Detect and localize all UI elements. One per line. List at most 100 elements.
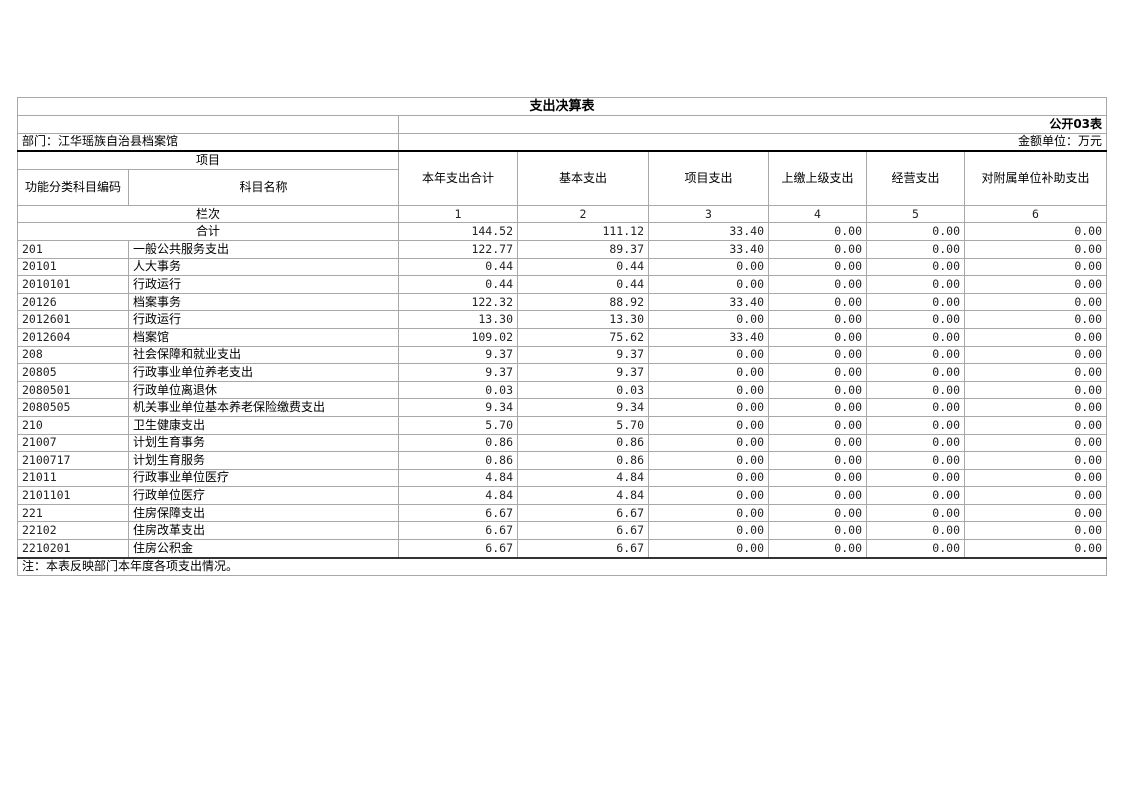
table-row: 210 卫生健康支出 5.70 5.70 0.00 0.00 0.00 0.00 <box>17 415 1108 435</box>
row-value: 0.00 <box>866 433 965 453</box>
row-value: 6.67 <box>517 521 649 541</box>
row-value: 4.84 <box>517 486 649 505</box>
total-value: 144.52 <box>398 222 518 241</box>
row-value: 33.40 <box>648 327 769 347</box>
row-value: 0.44 <box>517 257 649 277</box>
row-value: 4.84 <box>398 468 518 488</box>
row-value: 6.67 <box>517 503 649 523</box>
table-row: 201 一般公共服务支出 122.77 89.37 33.40 0.00 0.00 0.00 <box>17 239 1108 259</box>
row-name: 住房保障支出 <box>128 503 399 523</box>
row-value: 9.34 <box>517 398 649 417</box>
total-value: 0.00 <box>866 222 965 241</box>
column-number: 3 <box>648 204 769 224</box>
row-value: 122.32 <box>398 292 518 312</box>
row-value: 0.44 <box>398 257 518 277</box>
row-value: 0.00 <box>866 257 965 277</box>
column-number: 4 <box>768 204 867 224</box>
row-value: 0.00 <box>866 398 965 417</box>
row-value: 0.00 <box>866 451 965 470</box>
row-value: 0.00 <box>963 433 1108 453</box>
row-name: 社会保障和就业支出 <box>128 345 399 365</box>
row-code: 2080501 <box>17 380 129 400</box>
row-value: 5.70 <box>398 415 518 435</box>
row-value: 0.00 <box>648 415 769 435</box>
total-value: 0.00 <box>768 222 867 241</box>
header-code: 功能分类科目编码 <box>17 168 129 206</box>
row-value: 0.86 <box>517 451 649 470</box>
row-value: 0.00 <box>648 275 769 294</box>
row-name: 行政运行 <box>128 310 399 329</box>
column-number: 6 <box>963 204 1108 224</box>
table-row: 2100717 计划生育服务 0.86 0.86 0.00 0.00 0.00 0.00 <box>17 451 1108 470</box>
row-value: 0.00 <box>648 257 769 277</box>
row-value: 5.70 <box>517 415 649 435</box>
table-row: 22102 住房改革支出 6.67 6.67 0.00 0.00 0.00 0.00 <box>17 521 1108 541</box>
row-code: 2100717 <box>17 451 129 470</box>
row-code: 2010101 <box>17 275 129 294</box>
row-name: 住房改革支出 <box>128 521 399 541</box>
row-value: 33.40 <box>648 292 769 312</box>
row-code: 208 <box>17 345 129 365</box>
row-value: 0.00 <box>768 521 867 541</box>
header-col-3: 项目支出 <box>648 150 769 206</box>
row-value: 0.00 <box>648 345 769 365</box>
table-row: 20805 行政事业单位养老支出 9.37 9.37 0.00 0.00 0.00 0.00 <box>17 363 1108 382</box>
row-value: 0.00 <box>963 503 1108 523</box>
row-value: 0.00 <box>866 486 965 505</box>
header-col-4: 上缴上级支出 <box>768 150 867 206</box>
row-value: 0.03 <box>517 380 649 400</box>
row-name: 机关事业单位基本养老保险缴费支出 <box>128 398 399 417</box>
row-value: 0.00 <box>648 380 769 400</box>
row-value: 0.00 <box>648 451 769 470</box>
row-value: 0.00 <box>963 451 1108 470</box>
row-value: 0.00 <box>768 539 867 559</box>
table-row: 2101101 行政单位医疗 4.84 4.84 0.00 0.00 0.00 0.00 <box>17 486 1108 505</box>
row-value: 0.00 <box>963 539 1108 559</box>
row-name: 行政单位医疗 <box>128 486 399 505</box>
row-value: 0.00 <box>866 539 965 559</box>
row-code: 20126 <box>17 292 129 312</box>
row-value: 0.00 <box>768 503 867 523</box>
row-value: 0.86 <box>398 451 518 470</box>
row-value: 0.00 <box>648 310 769 329</box>
row-value: 0.00 <box>768 468 867 488</box>
table-note: 注：本表反映部门本年度各项支出情况。 <box>16 556 1108 577</box>
row-value: 0.00 <box>866 380 965 400</box>
row-name: 卫生健康支出 <box>128 415 399 435</box>
unit-label: 金额单位：万元 <box>397 132 1108 153</box>
row-value: 9.34 <box>398 398 518 417</box>
row-value: 88.92 <box>517 292 649 312</box>
row-value: 0.00 <box>648 468 769 488</box>
row-value: 0.00 <box>768 239 867 259</box>
row-value: 0.00 <box>866 468 965 488</box>
row-value: 4.84 <box>517 468 649 488</box>
row-value: 0.00 <box>866 415 965 435</box>
row-value: 0.00 <box>866 363 965 382</box>
row-value: 6.67 <box>398 539 518 559</box>
row-value: 0.00 <box>963 415 1108 435</box>
row-name: 计划生育事务 <box>128 433 399 453</box>
column-number: 2 <box>517 204 649 224</box>
row-value: 0.00 <box>963 398 1108 417</box>
header-col-2: 基本支出 <box>517 150 649 206</box>
row-value: 0.00 <box>866 239 965 259</box>
row-value: 0.00 <box>768 451 867 470</box>
row-value: 0.00 <box>768 398 867 417</box>
row-value: 0.00 <box>963 275 1108 294</box>
row-name: 人大事务 <box>128 257 399 277</box>
row-name: 档案事务 <box>128 292 399 312</box>
table-row: 20126 档案事务 122.32 88.92 33.40 0.00 0.00 0.00 <box>17 292 1108 312</box>
row-code: 210 <box>17 415 129 435</box>
row-value: 0.86 <box>398 433 518 453</box>
row-value: 0.00 <box>768 327 867 347</box>
row-code: 20101 <box>17 257 129 277</box>
row-value: 0.00 <box>648 486 769 505</box>
row-code: 2080505 <box>17 398 129 417</box>
row-value: 0.00 <box>648 433 769 453</box>
row-value: 0.00 <box>963 292 1108 312</box>
header-col-6: 对附属单位补助支出 <box>963 150 1108 206</box>
table-title: 支出决算表 <box>16 97 1108 116</box>
header-col-1: 本年支出合计 <box>398 150 518 206</box>
row-code: 2012604 <box>17 327 129 347</box>
row-value: 0.00 <box>866 310 965 329</box>
